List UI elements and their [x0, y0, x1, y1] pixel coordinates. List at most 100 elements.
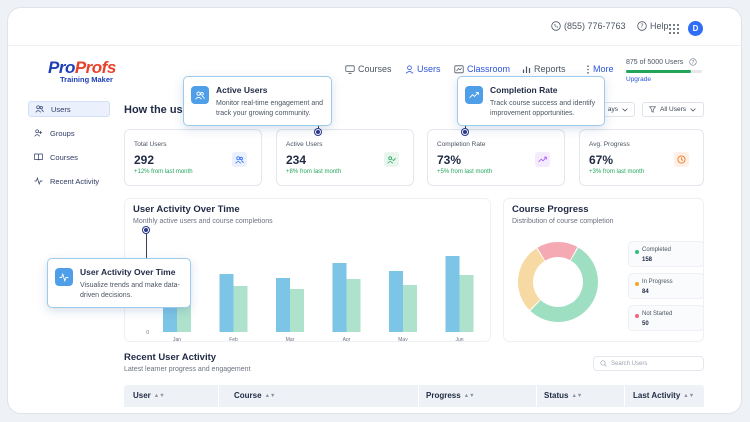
apps-grid-icon[interactable] [669, 24, 679, 34]
bar-feb-series-1[interactable] [219, 274, 234, 332]
tooltip-completion-rate: Completion Rate Track course success and… [457, 76, 605, 126]
nav-users[interactable]: Users [405, 64, 441, 74]
progress-donut-chart [518, 242, 598, 322]
sidebar-item-users[interactable]: Users [28, 101, 110, 117]
trend-up-icon [535, 152, 550, 167]
quota-progress-bar [626, 70, 702, 73]
nav-reports[interactable]: Reports [522, 64, 566, 74]
users-icon [191, 86, 209, 104]
sort-icon: ▲▼ [463, 392, 475, 399]
activity-icon [55, 268, 73, 286]
stat-card-active-users: Active Users 234 +8% from last month [276, 129, 414, 186]
search-icon [600, 360, 607, 367]
activity-chart-subtitle: Monthly active users and course completi… [133, 218, 273, 225]
more-vertical-icon [587, 64, 589, 74]
nav-classroom[interactable]: Classroom [454, 64, 510, 74]
x-tick-label: Apr [343, 337, 351, 341]
bar-may-series-1[interactable] [389, 271, 403, 332]
monitor-icon [345, 64, 355, 74]
legend-in-progress: In Progress 84 [628, 273, 704, 299]
classroom-icon [454, 64, 464, 73]
sidebar-item-groups[interactable]: Groups [28, 125, 110, 141]
bar-chart-icon [522, 66, 531, 73]
x-tick-label: Jan [173, 337, 181, 341]
svg-text:?: ? [692, 60, 695, 66]
users-icon [232, 152, 247, 167]
column-last-activity[interactable]: Last Activity ▲▼ [633, 391, 695, 400]
sort-icon: ▲▼ [571, 392, 583, 399]
bar-apr-series-1[interactable] [332, 263, 347, 332]
tooltip-active-users: Active Users Monitor real-time engagemen… [183, 76, 332, 126]
stat-card-completion-rate: Completion Rate 73% +5% from last month [427, 129, 565, 186]
nav-more[interactable]: More [586, 64, 614, 74]
progress-chart-title: Course Progress [512, 204, 589, 215]
bar-apr-series-2[interactable] [346, 279, 361, 332]
column-status[interactable]: Status ▲▼ [544, 391, 583, 400]
user-check-icon [384, 152, 399, 167]
search-users-input[interactable]: Search Users [593, 356, 704, 371]
hotspot-active-users[interactable] [315, 129, 321, 135]
users-icon [35, 105, 44, 113]
table-header: User ▲▼ Course ▲▼ Progress ▲▼ Status ▲▼ Last… [124, 385, 704, 407]
activity-chart-title: User Activity Over Time [133, 204, 240, 215]
quota-text: 875 of 5000 Users [626, 58, 684, 66]
bar-mar-series-2[interactable] [290, 289, 304, 332]
sort-icon: ▲▼ [683, 392, 695, 399]
help-icon: ? [637, 21, 647, 31]
avatar[interactable]: D [688, 21, 703, 36]
sidebar-item-courses[interactable]: Courses [28, 149, 110, 165]
x-tick-label: May [398, 337, 408, 341]
help-label: Help [650, 21, 669, 31]
bar-mar-series-1[interactable] [276, 278, 290, 332]
stat-card-total-users: Total Users 292 +12% from last month [124, 129, 262, 186]
phone-number: (855) 776-7763 [564, 21, 626, 31]
trend-up-icon [465, 86, 483, 104]
bar-jun-series-1[interactable] [445, 256, 460, 332]
x-tick-label: Jun [455, 337, 463, 341]
column-user[interactable]: User ▲▼ [133, 391, 165, 400]
bar-jun-series-2[interactable] [459, 275, 474, 332]
user-icon [405, 64, 414, 74]
column-course[interactable]: Course ▲▼ [234, 391, 276, 400]
sort-icon: ▲▼ [153, 392, 165, 399]
phone-icon [551, 21, 561, 31]
slice-not-started[interactable] [537, 242, 578, 261]
clock-icon [674, 152, 689, 167]
proprofs-logo[interactable]: ProProfs Training Maker [48, 58, 116, 84]
activity-icon [34, 177, 43, 185]
legend-completed: Completed 158 [628, 241, 704, 267]
stat-card-avg-progress: Avg. Progress 67% +3% from last month [579, 129, 704, 186]
recent-activity-subtitle: Latest learner progress and engagement [124, 366, 251, 373]
y-tick-label: 0 [146, 330, 149, 336]
legend-not-started: Not Started 50 [628, 305, 704, 331]
top-bar: (855) 776-7763 ? Help D [8, 8, 741, 46]
book-icon [34, 153, 43, 161]
groups-icon [34, 129, 43, 137]
sort-icon: ▲▼ [264, 392, 276, 399]
recent-activity-title: Recent User Activity [124, 352, 217, 363]
slice-in-progress[interactable] [518, 248, 545, 311]
x-tick-label: Mar [286, 337, 295, 341]
phone-link[interactable]: (855) 776-7763 [551, 21, 626, 31]
help-link[interactable]: ? Help [637, 21, 669, 31]
hotspot-user-activity[interactable] [143, 227, 149, 233]
column-progress[interactable]: Progress ▲▼ [426, 391, 475, 400]
upgrade-link[interactable]: Upgrade [626, 76, 651, 83]
hotspot-completion-rate[interactable] [462, 129, 468, 135]
bar-feb-series-2[interactable] [233, 286, 248, 332]
svg-text:?: ? [640, 23, 643, 30]
x-tick-label: Feb [229, 337, 238, 341]
user-filter[interactable]: All Users [642, 102, 704, 117]
sidebar-item-recent-activity[interactable]: Recent Activity [28, 173, 110, 189]
slice-completed[interactable] [530, 247, 598, 322]
nav-courses[interactable]: Courses [345, 64, 392, 74]
progress-chart-subtitle: Distribution of course completion [512, 218, 614, 225]
user-quota: 875 of 5000 Users ? Upgrade [626, 58, 706, 83]
bar-may-series-2[interactable] [403, 285, 417, 332]
help-icon[interactable]: ? [689, 58, 697, 66]
chevron-down-icon [690, 107, 696, 111]
page-title: How the users [124, 104, 200, 116]
chevron-down-icon [622, 107, 628, 111]
app-window: (855) 776-7763 ? Help D ProProfs Trainin… [7, 7, 742, 414]
tooltip-user-activity: User Activity Over Time Visualize trends… [47, 258, 191, 308]
